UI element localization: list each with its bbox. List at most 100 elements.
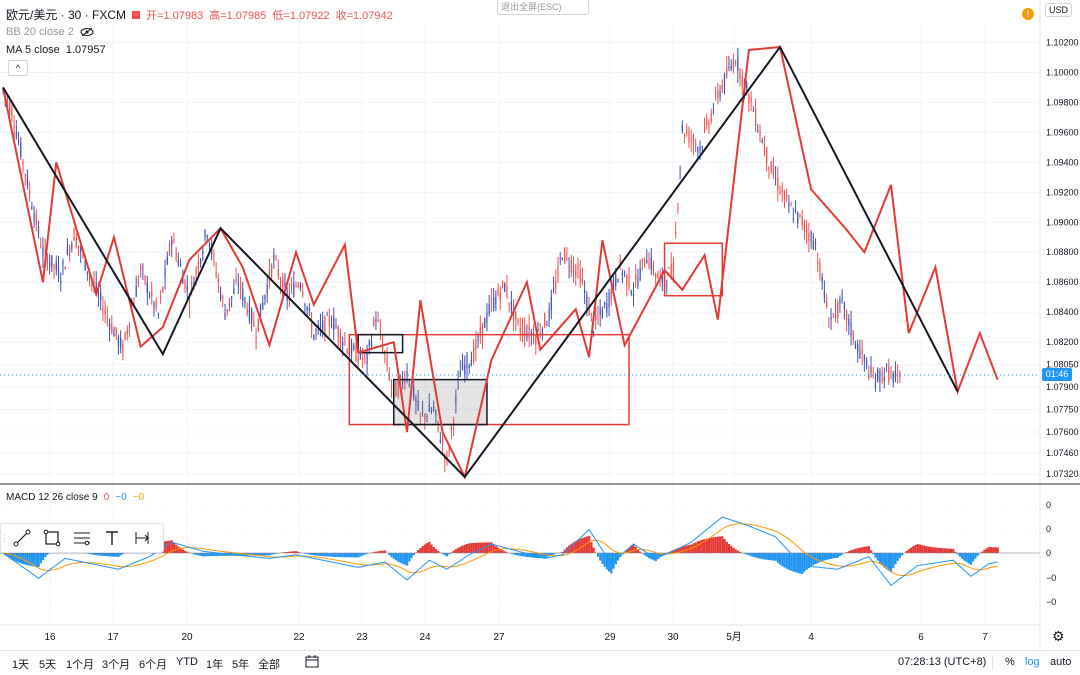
- candle-body: [546, 324, 548, 326]
- candle-body: [821, 277, 823, 283]
- candle-body: [470, 360, 473, 366]
- macd-histogram-bar: [501, 550, 504, 553]
- range-1d[interactable]: 1天: [12, 659, 30, 671]
- candle-body: [322, 320, 324, 330]
- macd-histogram-bar: [164, 541, 167, 553]
- candle-body: [66, 248, 68, 254]
- macd-histogram-bar: [519, 553, 522, 556]
- macd-histogram-bar: [121, 553, 125, 554]
- range-1y[interactable]: 1年: [206, 659, 224, 671]
- macd-histogram-bar: [841, 553, 844, 555]
- range-all[interactable]: 全部: [258, 659, 280, 671]
- clock-time[interactable]: 07:28:13 (UTC+8): [898, 656, 987, 668]
- candle-body: [120, 337, 122, 349]
- macd-histogram-bar: [499, 549, 502, 553]
- rectangle-icon[interactable]: [37, 524, 67, 552]
- price-chart[interactable]: 1.10200 1.10000 1.09800 1.09600 1.09400 1.092…: [0, 0, 1080, 650]
- ma-legend[interactable]: MA 5 close 1.07957: [6, 44, 106, 56]
- candle-body: [339, 331, 342, 344]
- macd-histogram-bar: [437, 550, 440, 553]
- bb-legend[interactable]: BB 20 close 2: [6, 26, 94, 38]
- candle-body: [441, 440, 444, 445]
- macd-label: MACD 12 26 close 9: [6, 492, 98, 503]
- candle-body: [459, 371, 461, 377]
- auto-toggle[interactable]: auto: [1050, 656, 1072, 668]
- candle-body: [877, 369, 879, 382]
- candle-body: [262, 302, 264, 309]
- candle-body: [257, 318, 259, 331]
- macd-histogram-bar: [8, 553, 11, 559]
- candle-body: [284, 282, 286, 286]
- range-5y[interactable]: 5年: [232, 659, 250, 671]
- candle-body: [792, 218, 794, 220]
- range-6m[interactable]: 6个月: [139, 659, 168, 671]
- macd-histogram-bar: [585, 536, 589, 553]
- macd-histogram-bar: [97, 553, 100, 556]
- macd-histogram-bar: [381, 550, 384, 553]
- collapse-legend-button[interactable]: ^: [8, 60, 28, 76]
- macd-tick-label: 0: [1046, 524, 1051, 534]
- macd-histogram-bar: [976, 553, 979, 556]
- percent-toggle[interactable]: %: [1005, 656, 1015, 668]
- macd-histogram-bar: [654, 553, 657, 562]
- candle-body: [621, 272, 623, 276]
- candle-body: [224, 313, 226, 320]
- candle-body: [710, 113, 712, 122]
- candle-body: [868, 373, 870, 379]
- currency-button[interactable]: USD: [1045, 3, 1073, 17]
- range-ytd[interactable]: YTD: [176, 656, 198, 668]
- goto-date-icon[interactable]: [305, 654, 319, 671]
- macd-histogram-bar: [854, 548, 857, 553]
- candle-body: [675, 232, 677, 235]
- range-1m[interactable]: 1个月: [66, 659, 95, 671]
- price-tick-label: 1.07900: [1046, 382, 1079, 392]
- macd-histogram-bar: [263, 553, 267, 556]
- trend-line-icon[interactable]: [7, 524, 37, 552]
- date-range-icon[interactable]: [127, 524, 157, 552]
- candle-body: [24, 174, 26, 176]
- macd-histogram-bar: [847, 551, 851, 553]
- time-tick-label: 4: [808, 632, 814, 643]
- macd-histogram-bar: [272, 553, 276, 555]
- macd-histogram-bar: [283, 552, 287, 553]
- candle-body: [628, 273, 630, 289]
- candle-body: [428, 404, 430, 412]
- macd-histogram-bar: [397, 553, 400, 562]
- range-3m[interactable]: 3个月: [102, 659, 131, 671]
- candle-body: [122, 343, 124, 356]
- macd-histogram-bar: [186, 551, 189, 553]
- warning-icon[interactable]: !: [1022, 8, 1034, 20]
- macd-histogram-bar: [28, 553, 31, 566]
- macd-histogram-bar: [739, 551, 742, 553]
- macd-histogram-bar: [989, 547, 993, 553]
- macd-histogram-bar: [388, 553, 391, 556]
- macd-histogram-bar: [818, 553, 822, 563]
- macd-tick-label: 0: [1046, 548, 1051, 558]
- symbol-title[interactable]: 欧元/美元 · 30 · FXCM: [6, 8, 127, 22]
- candle-body: [166, 256, 168, 265]
- macd-histogram-bar: [727, 543, 731, 553]
- candle-body: [388, 372, 390, 380]
- macd-histogram-bar: [608, 553, 611, 572]
- text-icon[interactable]: [97, 524, 127, 552]
- candle-body: [231, 296, 233, 299]
- price-tick-label: 1.09800: [1046, 97, 1079, 107]
- eye-hidden-icon[interactable]: [80, 27, 94, 37]
- candle-body: [715, 92, 717, 94]
- candle-body: [561, 259, 564, 261]
- candle-body: [64, 267, 66, 270]
- candle-body: [413, 386, 415, 399]
- macd-legend[interactable]: MACD 12 26 close 9 0 −0 −0: [6, 492, 144, 503]
- fib-icon[interactable]: [67, 524, 97, 552]
- log-toggle[interactable]: log: [1025, 656, 1040, 668]
- macd-histogram-bar: [310, 553, 313, 555]
- candle-body: [610, 290, 612, 299]
- range-5d[interactable]: 5天: [39, 659, 57, 671]
- drag-handle-icon[interactable]: ⋮: [0, 532, 9, 543]
- macd-histogram-bar: [961, 553, 964, 559]
- exit-fullscreen-button[interactable]: 退出全屏(ESC): [497, 0, 589, 15]
- macd-histogram-bar: [972, 553, 975, 562]
- macd-histogram-bar: [619, 553, 622, 558]
- settings-gear-icon[interactable]: ⚙: [1052, 628, 1065, 644]
- candle-body: [774, 177, 777, 180]
